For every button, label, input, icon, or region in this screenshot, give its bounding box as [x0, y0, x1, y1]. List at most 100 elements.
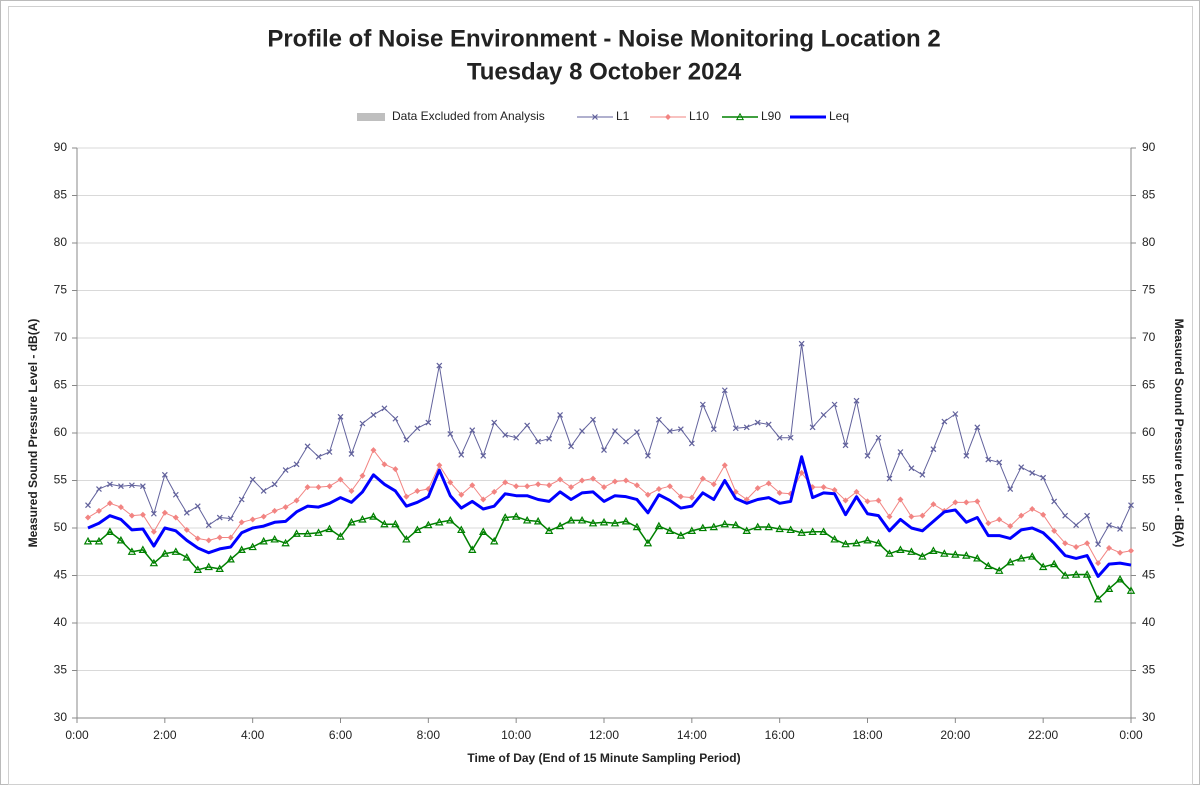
marker — [655, 416, 662, 423]
marker — [271, 507, 278, 514]
marker — [753, 522, 762, 531]
marker — [842, 442, 849, 449]
marker — [139, 511, 146, 518]
marker — [105, 527, 115, 535]
marker — [446, 515, 455, 524]
marker — [227, 534, 234, 541]
marker — [546, 482, 553, 489]
marker — [95, 507, 102, 514]
marker — [830, 534, 839, 543]
marker — [798, 340, 805, 347]
marker — [491, 488, 498, 495]
marker — [1106, 544, 1113, 551]
y2-tick-label: 80 — [1142, 235, 1156, 249]
marker — [337, 413, 344, 420]
marker — [469, 482, 476, 489]
marker — [533, 516, 543, 525]
marker — [579, 477, 586, 484]
y2-tick-label: 45 — [1142, 568, 1156, 582]
marker — [908, 513, 915, 520]
marker — [259, 536, 268, 545]
marker — [348, 450, 355, 457]
marker — [314, 528, 323, 536]
marker — [864, 498, 871, 505]
marker — [875, 434, 882, 441]
marker — [204, 562, 213, 571]
marker — [688, 494, 695, 501]
marker — [260, 488, 267, 494]
y-axis-title: Measured Sound Pressure Level - dB(A) — [26, 319, 40, 548]
marker — [676, 531, 686, 539]
y2-tick-label: 30 — [1142, 710, 1156, 724]
marker — [1128, 547, 1134, 554]
marker — [1117, 526, 1123, 532]
marker — [502, 431, 509, 438]
x-tick-label: 22:00 — [1028, 728, 1058, 742]
marker — [897, 449, 904, 455]
marker — [820, 412, 827, 418]
marker — [1126, 586, 1136, 594]
x-tick-label: 10:00 — [501, 728, 531, 742]
marker — [732, 425, 739, 432]
marker — [1038, 562, 1048, 571]
marker — [447, 479, 454, 486]
marker — [633, 482, 640, 489]
marker — [808, 527, 817, 535]
marker — [160, 549, 170, 557]
chart-title: Profile of Noise Environment - Noise Mon… — [267, 25, 940, 52]
marker — [369, 512, 378, 520]
marker — [930, 501, 937, 508]
marker — [974, 424, 981, 431]
marker — [193, 565, 202, 573]
marker — [238, 519, 245, 526]
marker — [897, 496, 904, 503]
x-tick-label: 18:00 — [852, 728, 882, 742]
marker — [974, 498, 981, 505]
marker — [568, 484, 575, 491]
marker — [644, 491, 651, 498]
marker — [370, 447, 377, 454]
marker — [568, 443, 574, 450]
marker — [546, 435, 553, 442]
marker — [1084, 540, 1091, 547]
marker — [1062, 540, 1069, 547]
marker — [677, 493, 684, 500]
marker — [183, 509, 190, 516]
y2-tick-label: 70 — [1142, 330, 1156, 344]
marker — [908, 465, 915, 472]
marker — [963, 452, 970, 459]
marker — [205, 522, 212, 529]
marker — [841, 539, 850, 548]
marker — [612, 428, 618, 435]
marker — [1115, 574, 1125, 583]
marker — [820, 484, 827, 491]
marker — [1104, 584, 1114, 592]
marker — [359, 420, 366, 427]
marker — [337, 476, 344, 483]
marker — [996, 516, 1003, 523]
marker — [468, 545, 477, 554]
marker — [588, 518, 598, 527]
marker — [1093, 594, 1103, 603]
marker — [293, 497, 300, 504]
marker — [292, 529, 301, 537]
marker — [1016, 553, 1026, 562]
y-tick-label: 50 — [54, 520, 68, 534]
marker — [370, 412, 377, 418]
marker — [941, 418, 948, 425]
x-tick-label: 12:00 — [589, 728, 619, 742]
marker — [424, 520, 433, 529]
legend-label: L1 — [616, 109, 630, 123]
marker — [238, 496, 245, 503]
y-tick-label: 75 — [54, 283, 68, 297]
marker — [260, 513, 267, 520]
marker — [874, 538, 883, 547]
x-tick-label: 8:00 — [417, 728, 441, 742]
marker — [634, 429, 640, 435]
marker — [842, 497, 849, 504]
marker — [896, 545, 905, 554]
marker — [149, 558, 159, 567]
marker — [171, 547, 181, 555]
x-tick-label: 20:00 — [940, 728, 970, 742]
marker — [687, 526, 697, 535]
